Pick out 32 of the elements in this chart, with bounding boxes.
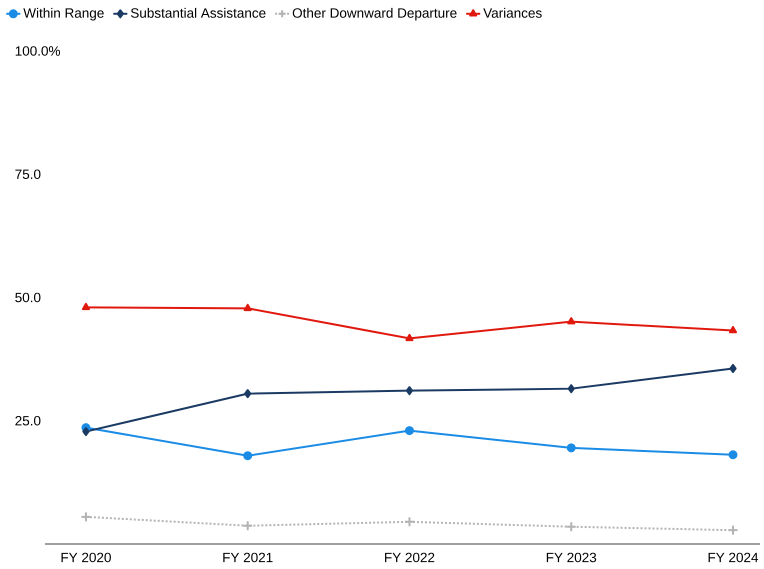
x-tick-label: FY 2024 xyxy=(708,552,758,562)
point xyxy=(406,386,414,396)
point xyxy=(729,364,737,373)
point xyxy=(567,317,576,324)
point xyxy=(80,511,92,522)
legend-label: Within Range xyxy=(23,8,104,20)
point xyxy=(244,389,252,398)
y-tick-label: 100.0% xyxy=(16,46,60,56)
point xyxy=(404,426,414,436)
point xyxy=(244,304,252,312)
legend-label: Variances xyxy=(483,8,542,18)
x-tick-label: FY 2021 xyxy=(223,552,273,562)
x-tick-label: FY 2022 xyxy=(385,552,434,562)
point xyxy=(728,326,738,334)
point xyxy=(728,524,738,536)
point xyxy=(728,450,738,460)
y-tick-label: 75.0 xyxy=(15,169,40,180)
point xyxy=(568,384,575,394)
y-tick-label: 25.0 xyxy=(15,416,40,426)
point xyxy=(82,427,90,436)
legend-label: Other Downward Departure xyxy=(292,8,457,20)
x-tick-label: FY 2020 xyxy=(62,552,111,562)
point xyxy=(405,334,414,342)
point xyxy=(243,451,252,460)
point xyxy=(566,521,577,532)
legend-label: Substantial Assistance xyxy=(130,8,266,18)
y-tick-label: 50.0 xyxy=(15,292,40,302)
point xyxy=(82,302,90,310)
point xyxy=(404,516,415,528)
x-tick-label: FY 2023 xyxy=(546,552,596,562)
point xyxy=(242,520,254,532)
point xyxy=(566,443,576,452)
